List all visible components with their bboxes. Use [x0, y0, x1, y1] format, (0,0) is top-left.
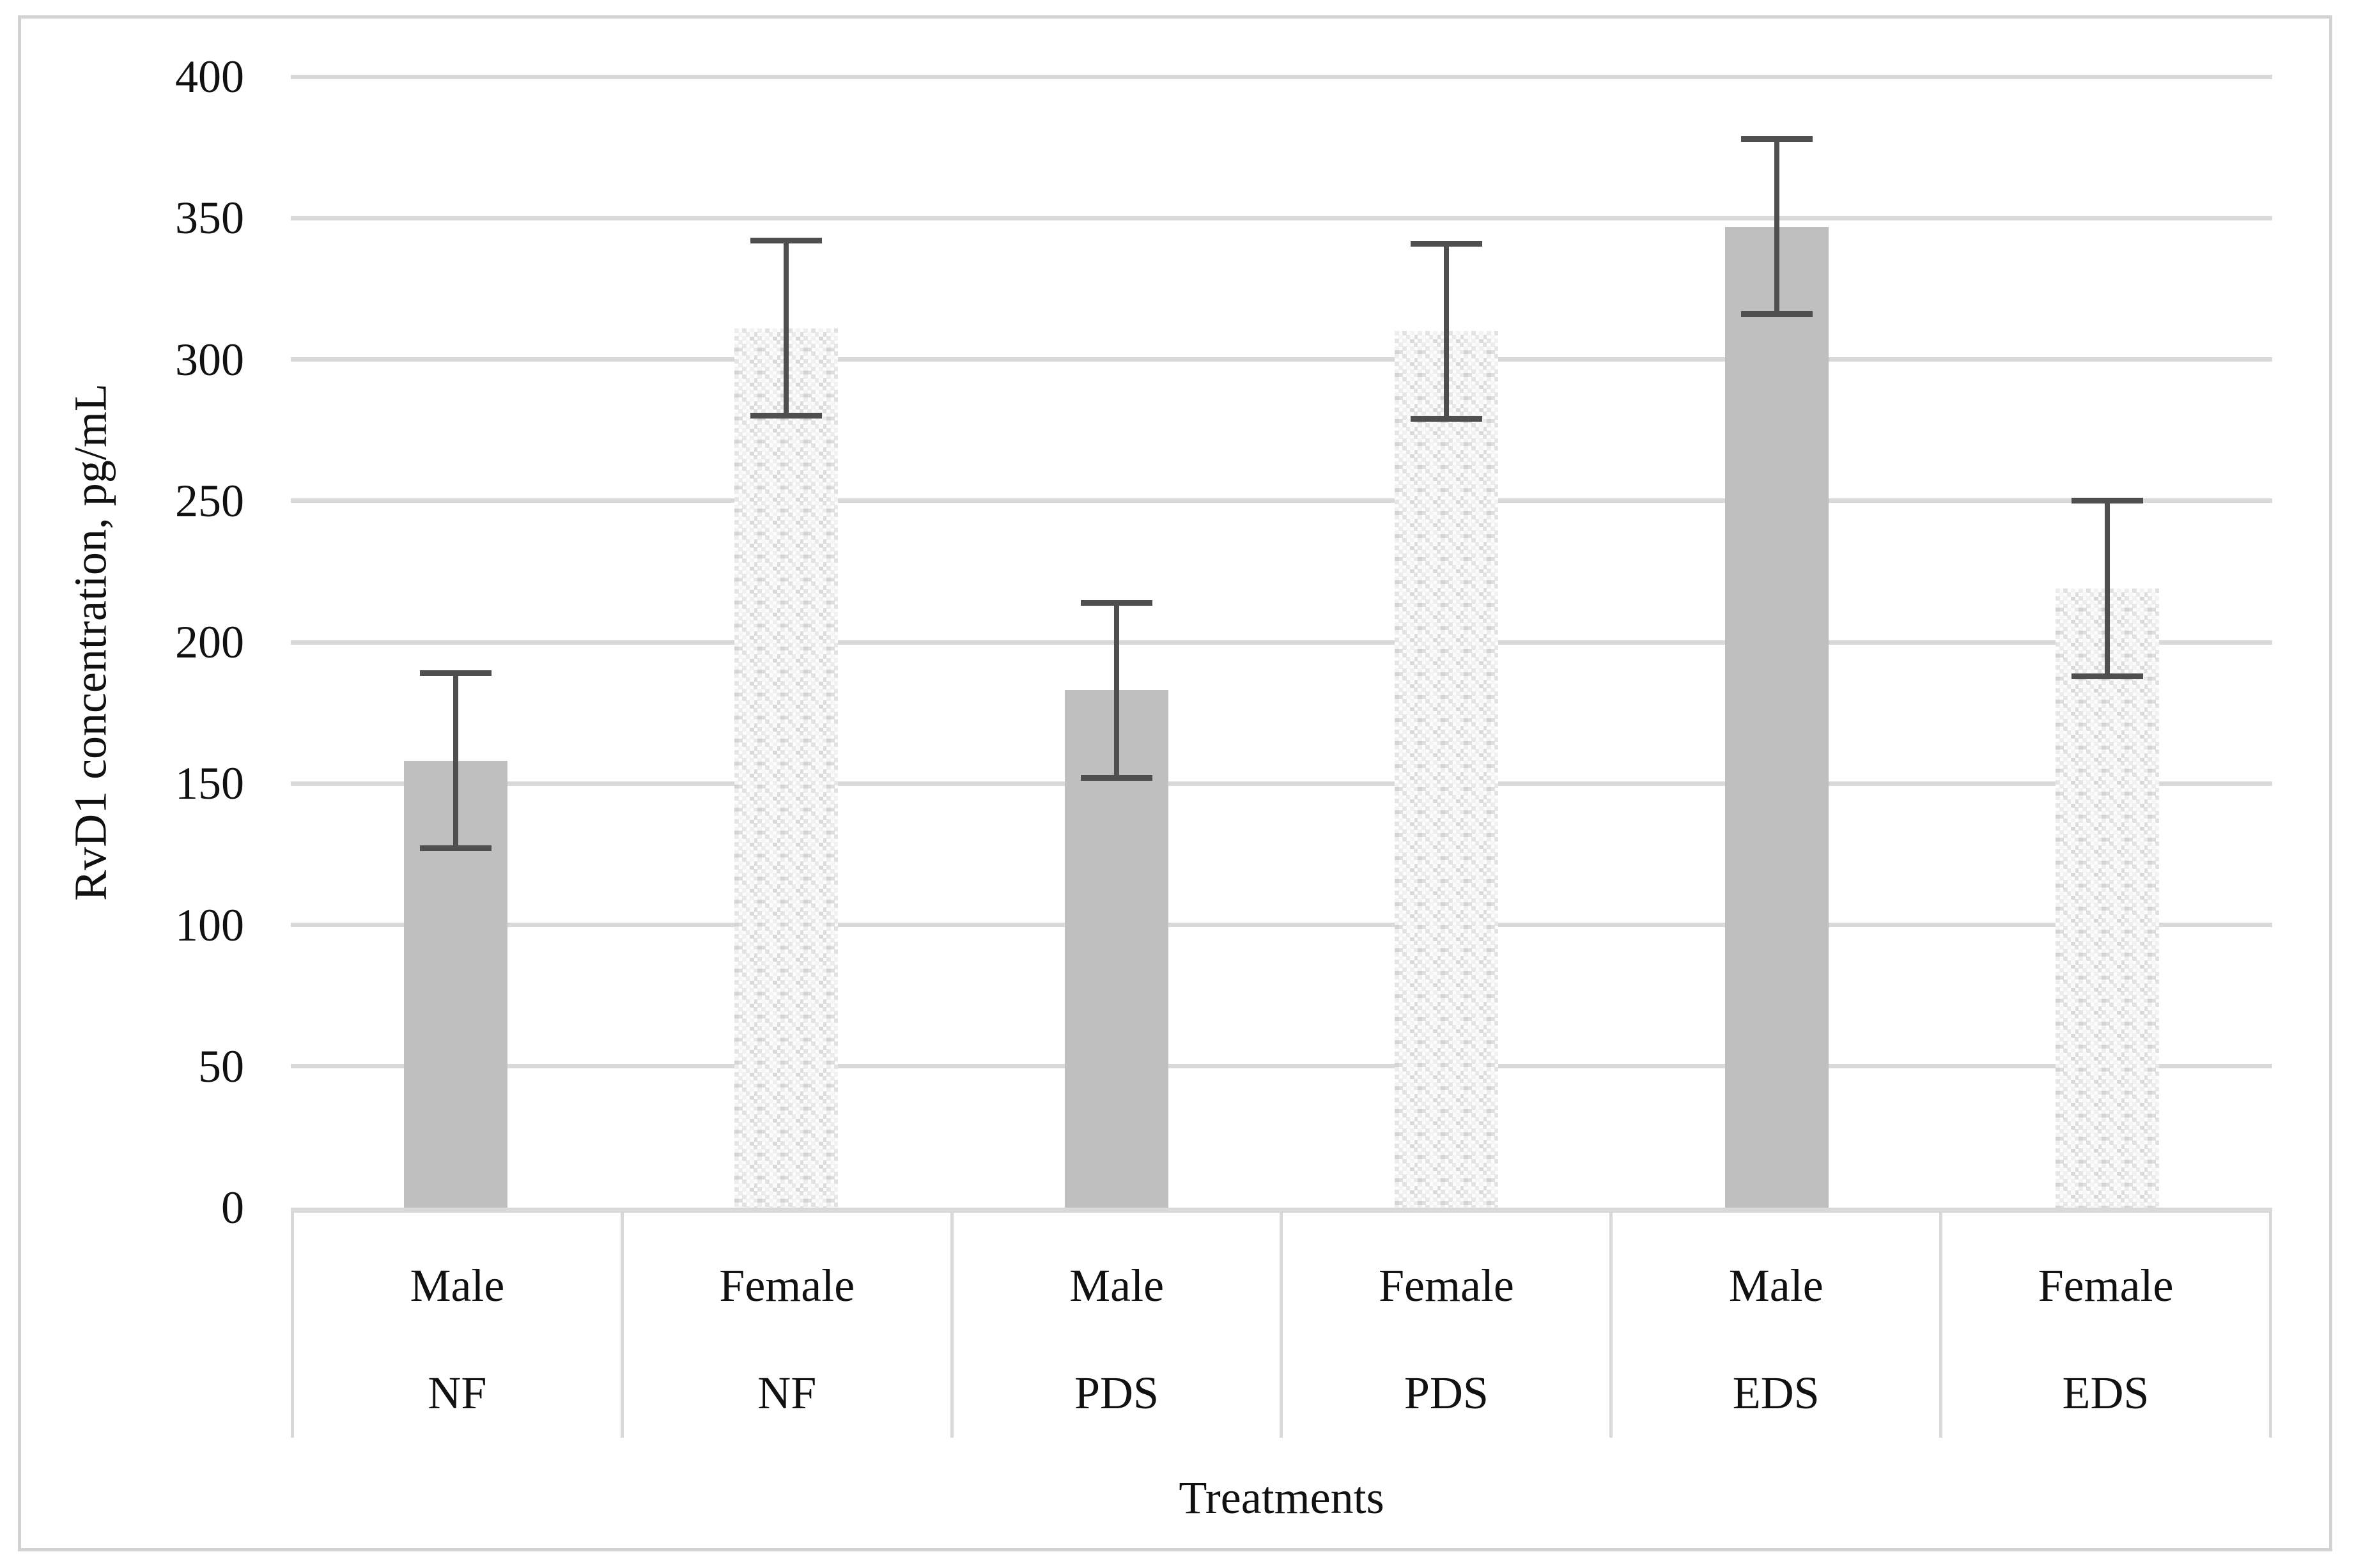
category-sex-label: Female — [2038, 1260, 2174, 1311]
category-sex-label: Male — [1069, 1260, 1165, 1311]
error-bar-male-pds — [1080, 599, 1152, 781]
error-bar-male-eds — [1741, 135, 1813, 318]
gridline-150 — [291, 781, 2272, 786]
error-whisker — [784, 238, 789, 419]
bar-female-nf — [734, 328, 838, 1208]
gridline-200 — [291, 640, 2272, 645]
gridline-400 — [291, 74, 2272, 79]
speckled-fill — [2055, 588, 2159, 1208]
category-treatment-label: PDS — [1404, 1367, 1489, 1418]
error-whisker — [1113, 599, 1119, 781]
y-tick-label-300: 300 — [175, 334, 244, 385]
error-whisker — [2104, 498, 2110, 679]
category-sex-label: Male — [1728, 1260, 1824, 1311]
y-tick-label-150: 150 — [175, 758, 244, 810]
category-cell-male-nf: Male NF — [291, 1213, 621, 1438]
category-cell-female-nf: Female NF — [620, 1213, 950, 1438]
category-sex-label: Female — [1378, 1260, 1514, 1311]
gridline-250 — [291, 498, 2272, 503]
error-bar-male-nf — [420, 670, 492, 852]
error-cap-top — [1080, 599, 1152, 606]
x-axis-title: Treatments — [1179, 1472, 1384, 1523]
gridline-50 — [291, 1064, 2272, 1069]
error-cap-top — [1411, 240, 1483, 247]
y-axis-tick-labels: 0 50 100 150 200 250 300 350 400 — [0, 54, 256, 1231]
category-treatment-label: EDS — [2062, 1367, 2149, 1418]
error-bar-female-eds — [2071, 498, 2143, 679]
error-cap-top — [750, 238, 822, 244]
error-cap-top — [1741, 135, 1813, 142]
error-whisker — [1774, 135, 1779, 318]
category-sex-label: Female — [719, 1260, 855, 1311]
category-cell-male-eds: Male EDS — [1609, 1213, 1939, 1438]
y-tick-label-200: 200 — [175, 617, 244, 668]
error-whisker — [1444, 240, 1450, 422]
error-cap-bottom — [1741, 311, 1813, 318]
category-cell-female-eds: Female EDS — [1939, 1213, 2272, 1438]
gridline-100 — [291, 923, 2272, 927]
bar-male-eds — [1725, 226, 1829, 1208]
error-bar-female-pds — [1411, 240, 1483, 422]
error-bar-female-nf — [750, 238, 822, 419]
bar-female-eds — [2055, 588, 2159, 1208]
category-cell-female-pds: Female PDS — [1280, 1213, 1609, 1438]
category-sex-label: Male — [410, 1260, 505, 1311]
bar-female-pds — [1395, 331, 1499, 1208]
gridline-300 — [291, 357, 2272, 362]
error-cap-top — [420, 670, 492, 677]
category-cell-male-pds: Male PDS — [950, 1213, 1280, 1438]
speckled-fill — [734, 328, 838, 1208]
error-cap-bottom — [1411, 415, 1483, 422]
error-cap-top — [2071, 498, 2143, 504]
error-cap-bottom — [420, 845, 492, 852]
category-treatment-label: NF — [757, 1367, 817, 1418]
error-cap-bottom — [1080, 774, 1152, 781]
error-whisker — [453, 670, 459, 852]
error-cap-bottom — [2071, 673, 2143, 679]
speckled-fill — [1395, 331, 1499, 1208]
y-tick-label-50: 50 — [198, 1040, 244, 1092]
y-tick-label-100: 100 — [175, 899, 244, 951]
y-tick-label-0: 0 — [221, 1182, 244, 1233]
gridline-350 — [291, 215, 2272, 220]
category-axis-table: Male NF Female NF Male PDS Female PDS Male EDS Fem… — [291, 1208, 2272, 1438]
error-cap-bottom — [750, 413, 822, 419]
category-treatment-label: EDS — [1732, 1367, 1820, 1418]
category-treatment-label: PDS — [1074, 1367, 1159, 1418]
y-tick-label-350: 350 — [175, 192, 244, 244]
y-tick-label-400: 400 — [175, 51, 244, 102]
plot-area — [291, 74, 2272, 1208]
category-treatment-label: NF — [428, 1367, 487, 1418]
y-tick-label-250: 250 — [175, 475, 244, 527]
